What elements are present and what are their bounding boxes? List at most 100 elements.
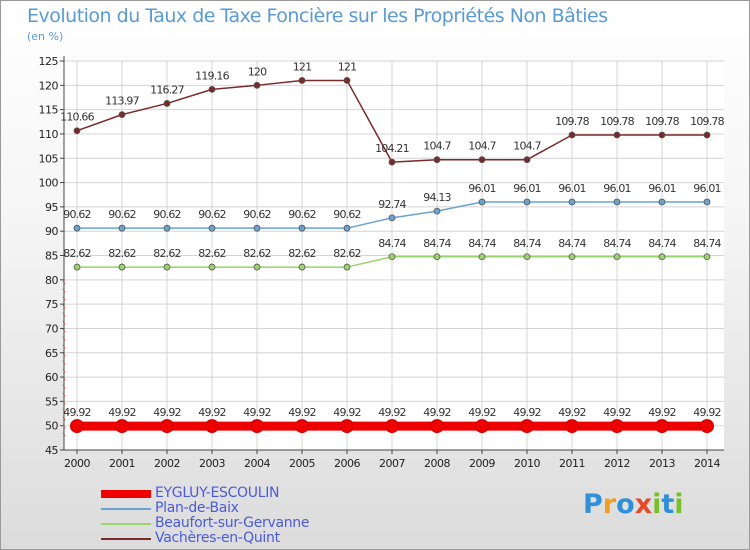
y-tick-label: 55 (45, 395, 58, 408)
data-point (655, 419, 669, 434)
data-label: 82.62 (333, 247, 361, 260)
data-label: 84.74 (423, 237, 451, 250)
logo-letter: x (634, 489, 653, 520)
axis-break-mark (62, 392, 66, 397)
data-point (343, 263, 351, 271)
data-label: 104.7 (513, 140, 541, 153)
data-label: 96.01 (693, 182, 721, 195)
data-label: 90.62 (288, 208, 316, 221)
data-point (568, 253, 576, 261)
data-point (388, 214, 396, 222)
data-label: 96.01 (603, 182, 631, 195)
data-label: 49.92 (153, 406, 181, 419)
data-point (163, 100, 171, 107)
axis-break-mark (62, 320, 66, 325)
data-label: 109.78 (600, 115, 634, 128)
data-label: 90.62 (198, 208, 226, 221)
x-tick-label: 2014 (694, 457, 720, 470)
data-label: 49.92 (603, 406, 631, 419)
axis-break-mark (62, 352, 66, 357)
y-tick-label: 80 (45, 274, 58, 287)
data-point (433, 253, 441, 261)
data-label: 104.7 (468, 140, 496, 153)
data-point (208, 263, 216, 271)
y-tick-label: 75 (45, 298, 58, 311)
data-point (388, 158, 396, 166)
data-point (658, 198, 666, 206)
x-tick-label: 2004 (244, 457, 270, 470)
data-label: 49.92 (693, 406, 721, 419)
data-label: 49.92 (333, 406, 361, 419)
x-tick-label: 2005 (289, 457, 315, 470)
legend-swatch-eygluy (101, 490, 151, 498)
data-point (298, 224, 306, 232)
y-tick-label: 50 (45, 420, 58, 433)
axis-break-mark (62, 384, 66, 389)
data-label: 84.74 (513, 237, 541, 250)
logo-letter: o (616, 489, 635, 520)
data-point (340, 419, 354, 434)
data-label: 82.62 (108, 247, 136, 260)
x-tick-label: 2008 (424, 457, 450, 470)
data-label: 49.92 (423, 406, 451, 419)
data-label: 49.92 (288, 406, 316, 419)
data-label: 92.74 (378, 198, 406, 211)
data-label: 113.97 (105, 95, 139, 108)
data-label: 49.92 (243, 406, 271, 419)
x-tick-label: 2011 (559, 457, 585, 470)
data-point (388, 253, 396, 261)
data-label: 49.92 (513, 406, 541, 419)
data-label: 90.62 (153, 208, 181, 221)
data-label: 84.74 (648, 237, 676, 250)
data-label: 96.01 (648, 182, 676, 195)
y-tick-label: 85 (45, 250, 58, 263)
axis-break-mark (62, 400, 66, 405)
data-point (208, 224, 216, 232)
data-label: 116.27 (150, 83, 184, 96)
axis-break-mark (62, 288, 66, 293)
data-label: 49.92 (378, 406, 406, 419)
data-point (475, 419, 489, 434)
data-label: 84.74 (603, 237, 631, 250)
axis-break-mark (62, 424, 66, 429)
data-label: 49.92 (468, 406, 496, 419)
x-tick-label: 2001 (109, 457, 135, 470)
axis-break-mark (62, 312, 66, 317)
data-point (478, 253, 486, 261)
data-point (703, 198, 711, 206)
data-label: 104.7 (423, 140, 451, 153)
data-label: 84.74 (378, 237, 406, 250)
data-label: 109.78 (690, 115, 724, 128)
data-point (658, 131, 666, 139)
data-point (250, 419, 264, 434)
legend-swatch-plan-de-baix (101, 508, 151, 510)
data-point (568, 131, 576, 139)
data-point (73, 224, 81, 232)
x-tick-label: 2009 (469, 457, 495, 470)
logo-letter: P (583, 489, 603, 520)
data-label: 120 (248, 65, 267, 78)
data-point (703, 253, 711, 261)
data-point (430, 419, 444, 434)
data-label: 49.92 (198, 406, 226, 419)
data-point (343, 77, 351, 84)
y-tick-label: 45 (45, 444, 58, 457)
data-point (613, 253, 621, 261)
data-label: 96.01 (558, 182, 586, 195)
data-label: 84.74 (693, 237, 721, 250)
data-label: 82.62 (153, 247, 181, 260)
data-label: 49.92 (63, 406, 91, 419)
axis-break-mark (62, 416, 66, 421)
axis-break-mark (62, 328, 66, 333)
y-tick-label: 95 (45, 201, 58, 214)
data-point (658, 253, 666, 261)
data-point (118, 224, 126, 232)
x-tick-label: 2000 (64, 457, 90, 470)
data-point (610, 419, 624, 434)
data-point (523, 198, 531, 206)
logo-letter: t (661, 489, 675, 520)
data-label: 82.62 (288, 247, 316, 260)
data-point (343, 224, 351, 232)
